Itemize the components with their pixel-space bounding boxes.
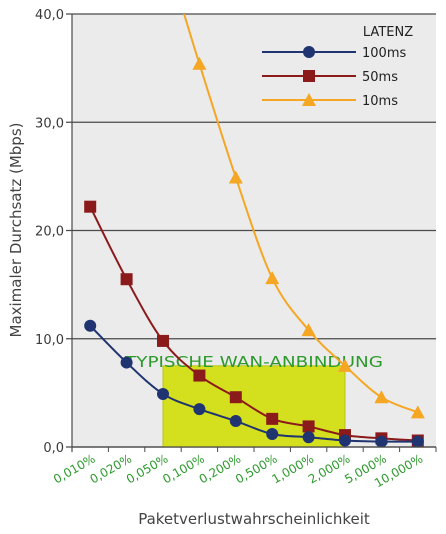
data-point-100ms bbox=[266, 428, 279, 441]
y-tick-label: 10,0 bbox=[35, 333, 64, 348]
data-point-100ms bbox=[157, 387, 169, 400]
legend-label: 50ms bbox=[362, 70, 398, 85]
data-point-10ms bbox=[228, 170, 243, 184]
y-tick-label: 30,0 bbox=[35, 116, 64, 131]
data-point-10ms bbox=[410, 405, 425, 419]
y-tick-label: 0,0 bbox=[43, 441, 64, 456]
data-point-50ms bbox=[157, 334, 169, 347]
series-line-100ms bbox=[89, 325, 418, 443]
legend-label: 100ms bbox=[362, 46, 406, 61]
data-point-100ms bbox=[302, 431, 315, 444]
legend: LATENZ 100ms 50ms 10ms bbox=[262, 25, 413, 109]
legend-marker bbox=[303, 70, 315, 82]
data-point-100ms bbox=[229, 415, 242, 428]
data-point-10ms bbox=[374, 390, 389, 404]
data-point-50ms bbox=[266, 412, 279, 425]
legend-label: 10ms bbox=[362, 94, 398, 109]
series-line-50ms bbox=[89, 206, 418, 442]
legend-marker bbox=[302, 93, 316, 106]
data-point-10ms bbox=[192, 56, 207, 70]
data-point-10ms bbox=[338, 358, 352, 372]
data-point-50ms bbox=[193, 369, 206, 382]
data-point-100ms bbox=[339, 434, 351, 447]
y-tick-label: 20,0 bbox=[35, 225, 64, 240]
data-point-50ms bbox=[120, 273, 133, 286]
series-layer bbox=[84, 14, 425, 447]
data-point-50ms bbox=[84, 200, 97, 213]
series-line-10ms bbox=[183, 14, 419, 414]
data-point-100ms bbox=[193, 403, 206, 416]
data-point-100ms bbox=[84, 319, 97, 332]
data-point-10ms bbox=[301, 323, 316, 337]
x-axis-label: Paketverlustwahrscheinlichkeit bbox=[138, 510, 370, 528]
y-tick-label: 40,0 bbox=[35, 8, 64, 23]
data-point-100ms bbox=[411, 435, 424, 447]
data-point-100ms bbox=[375, 435, 388, 447]
data-point-50ms bbox=[302, 420, 315, 433]
data-point-100ms bbox=[120, 356, 133, 369]
legend-title: LATENZ bbox=[363, 25, 413, 40]
y-axis-label: Maximaler Durchsatz (Mbps) bbox=[7, 123, 25, 338]
legend-marker bbox=[303, 46, 315, 58]
data-point-50ms bbox=[229, 391, 242, 404]
data-point-10ms bbox=[265, 271, 280, 285]
